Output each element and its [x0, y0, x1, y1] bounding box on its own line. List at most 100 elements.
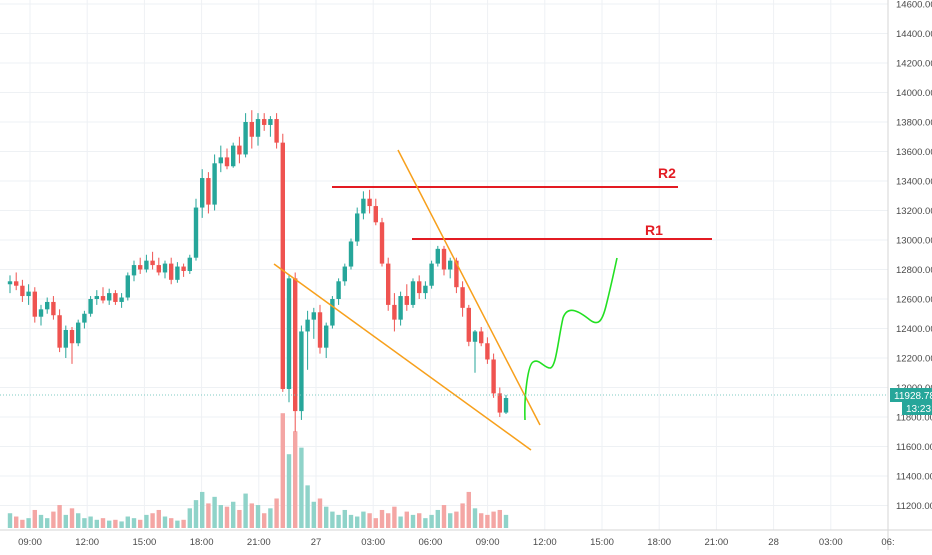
volume-bar	[311, 501, 316, 528]
volume-bar	[57, 505, 62, 528]
projection-path[interactable]	[524, 257, 618, 421]
volume-bar	[429, 514, 434, 528]
volume-bar	[454, 511, 459, 528]
volume-bar	[423, 518, 428, 528]
candle-body	[212, 163, 217, 205]
volume-bar	[392, 506, 397, 528]
volume-bar	[299, 447, 304, 528]
time-tick-label: 15:00	[133, 537, 157, 548]
volume-bar	[7, 513, 13, 528]
candle-body	[355, 213, 360, 242]
candle-body	[51, 301, 56, 316]
candle-body	[76, 322, 81, 344]
time-tick-label: 27	[311, 537, 322, 548]
volume-bar	[367, 513, 372, 528]
candle-body	[150, 260, 155, 266]
candle-body	[466, 307, 471, 342]
volume-bar	[14, 516, 19, 528]
candle-body	[317, 312, 323, 348]
volume-bar	[373, 518, 378, 528]
volume-bar	[460, 503, 465, 528]
time-tick-label: 09:00	[18, 537, 42, 548]
candle-body	[255, 119, 261, 137]
wedge-lower-trendline[interactable]	[273, 263, 532, 451]
candle-body	[305, 319, 310, 332]
candle-body	[398, 296, 403, 320]
candle-body	[26, 291, 31, 297]
time-tick-label: 15:00	[590, 537, 614, 548]
volume-bar	[410, 514, 416, 528]
volume-bar	[268, 508, 273, 528]
volume-bar	[330, 511, 335, 528]
time-tick-label: 21:00	[705, 537, 729, 548]
candle-body	[485, 343, 490, 360]
volume-bars	[7, 413, 509, 528]
volume-bar	[286, 454, 292, 528]
volume-bar	[20, 519, 25, 528]
price-tick-label: 13000.00	[896, 236, 932, 247]
candle-body	[274, 119, 279, 143]
time-tick-label: 12:00	[75, 537, 99, 548]
candle-body	[231, 145, 236, 167]
candle-body	[417, 281, 422, 294]
time-tick-label: 06:00	[419, 537, 443, 548]
candle-body	[404, 296, 409, 305]
price-axis[interactable]: 14600.00 14400.00 14200.00 14000.00 13800.00…	[887, 0, 932, 550]
candlesticks	[7, 110, 509, 432]
volume-bar	[150, 513, 155, 528]
candle-body	[441, 248, 447, 270]
candle-body	[138, 265, 143, 270]
volume-bar	[479, 513, 484, 528]
volume-bar	[38, 514, 44, 528]
time-axis-ticks: 09:00 12:00 15:00 18:00 21:00 27 03:00 06:00 09:…	[18, 537, 895, 548]
candle-body	[243, 122, 248, 155]
r2-label: R2	[658, 165, 676, 181]
volume-bar	[293, 431, 298, 528]
volume-bar	[169, 518, 174, 528]
volume-bar	[386, 513, 391, 528]
volume-bar	[76, 513, 81, 528]
candle-body	[249, 122, 254, 137]
price-tick-label: 11200.00	[896, 501, 932, 512]
price-tick-label: 11600.00	[896, 442, 932, 453]
volume-bar	[485, 514, 490, 528]
candle-body	[497, 393, 502, 413]
price-tick-label: 13800.00	[896, 118, 932, 129]
volume-bar	[119, 521, 124, 528]
candle-body	[107, 293, 112, 301]
time-axis[interactable]: 09:00 12:00 15:00 18:00 21:00 27 03:00 06:00 09:…	[0, 529, 932, 548]
volume-bar	[441, 505, 447, 528]
volume-bar	[466, 491, 471, 528]
candle-body	[330, 299, 335, 326]
volume-bar	[175, 520, 180, 528]
candle-body	[423, 285, 428, 294]
candle-body	[503, 398, 509, 413]
candle-body	[361, 198, 366, 214]
candle-body	[324, 325, 329, 348]
countdown-tag	[902, 402, 932, 415]
wedge-upper-trendline[interactable]	[397, 149, 541, 426]
volume-bar	[131, 518, 137, 528]
candle-body	[367, 198, 372, 207]
candle-body	[379, 222, 385, 264]
candle-body	[460, 287, 465, 308]
candle-body	[193, 207, 199, 258]
volume-bar	[51, 511, 56, 528]
volume-bar	[125, 516, 130, 528]
volume-bar	[280, 413, 285, 528]
time-tick-label: 09:00	[476, 537, 500, 548]
time-tick-label: 21:00	[247, 537, 271, 548]
time-tick-label: 18:00	[647, 537, 671, 548]
volume-bar	[187, 508, 192, 528]
candle-body	[113, 293, 118, 302]
volume-bar	[404, 511, 409, 528]
candle-body	[435, 248, 440, 264]
volume-bar	[435, 509, 440, 528]
volume-bar	[32, 509, 37, 528]
volume-bar	[82, 518, 87, 528]
volume-bar	[348, 514, 354, 528]
candle-body	[386, 263, 391, 305]
volume-bar	[255, 505, 261, 528]
volume-bar	[100, 518, 106, 528]
